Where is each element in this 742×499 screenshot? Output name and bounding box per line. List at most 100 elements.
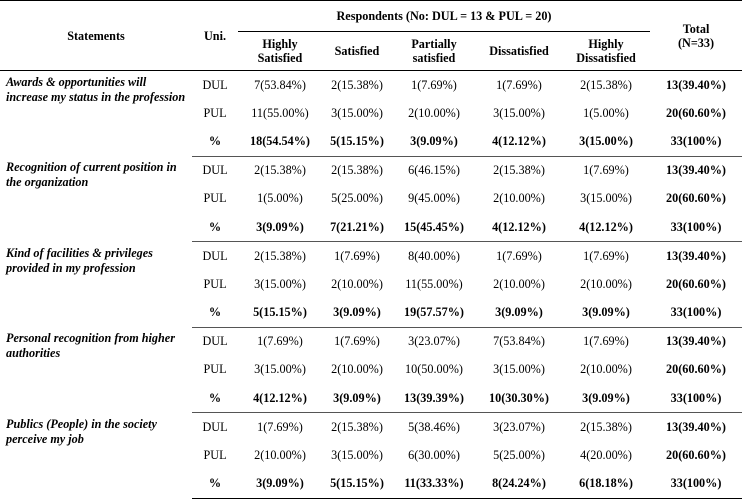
table-header: Statements Uni. Respondents (No: DUL = 1…	[0, 0, 742, 71]
value-cell: 5(38.46%)	[408, 419, 460, 434]
total-cell: 20(60.60%)	[666, 276, 726, 291]
table-row: Publics (People) in the society perceive…	[0, 413, 742, 446]
table-row: PUL 11(55.00%) 3(15.00%) 2(10.00%) 3(15.…	[0, 99, 742, 127]
total-cell: 13(39.40%)	[666, 248, 726, 263]
header-total-line1: Total	[682, 21, 710, 36]
uni-cell: DUL	[202, 163, 228, 178]
value-cell: 7(21.21%)	[322, 212, 392, 242]
header-highly-satisfied-line1: Highly	[262, 37, 298, 51]
header-highly-dissatisfied-line1: Highly	[588, 37, 624, 51]
total-cell: 13(39.40%)	[666, 163, 726, 178]
header-statements: Statements	[0, 0, 192, 71]
table-row: PUL 2(10.00%) 3(15.00%) 6(30.00%) 5(25.0…	[0, 441, 742, 469]
total-cell: 33(100%)	[650, 383, 742, 413]
header-uni: Uni.	[192, 0, 238, 71]
value-cell: 3(15.00%)	[254, 276, 306, 291]
value-cell: 5(25.00%)	[331, 191, 383, 205]
value-cell: 1(7.69%)	[583, 248, 629, 263]
value-cell: 8(40.00%)	[408, 248, 460, 263]
value-cell: 7(53.84%)	[493, 334, 545, 349]
statement-cell: Personal recognition from higher authori…	[6, 331, 175, 360]
uni-cell: DUL	[202, 334, 228, 349]
value-cell: 1(7.69%)	[257, 334, 303, 349]
value-cell: 18(54.54%)	[238, 126, 322, 157]
total-cell: 20(60.60%)	[666, 447, 726, 462]
value-cell: 2(15.38%)	[331, 77, 383, 92]
uni-cell: DUL	[202, 77, 228, 92]
total-cell: 33(100%)	[650, 126, 742, 157]
total-cell: 33(100%)	[650, 468, 742, 499]
value-cell: 8(24.24%)	[476, 468, 562, 499]
value-cell: 2(10.00%)	[493, 276, 545, 291]
table-row: % 5(15.15%) 3(9.09%) 19(57.57%) 3(9.09%)…	[0, 297, 742, 328]
value-cell: 1(7.69%)	[496, 77, 542, 92]
uni-cell: %	[192, 468, 238, 499]
header-satisfied: Satisfied	[322, 31, 392, 71]
header-total-line2: (N=33)	[677, 35, 715, 50]
value-cell: 3(9.09%)	[562, 383, 651, 413]
value-cell: 3(15.00%)	[331, 447, 383, 462]
uni-cell: PUL	[203, 191, 227, 205]
value-cell: 3(15.00%)	[493, 105, 545, 120]
uni-cell: %	[192, 297, 238, 328]
value-cell: 4(20.00%)	[580, 447, 632, 462]
total-cell: 20(60.60%)	[666, 362, 726, 376]
uni-cell: %	[192, 383, 238, 413]
value-cell: 3(23.07%)	[408, 334, 460, 349]
uni-cell: %	[192, 212, 238, 242]
uni-cell: PUL	[203, 447, 227, 462]
total-cell: 33(100%)	[650, 297, 742, 328]
table-row: Awards & opportunities will increase my …	[0, 71, 742, 104]
value-cell: 3(9.09%)	[562, 297, 651, 328]
total-cell: 13(39.40%)	[666, 77, 726, 92]
value-cell: 1(5.00%)	[583, 105, 629, 120]
header-highly-satisfied-line2: Satisfied	[257, 51, 303, 65]
value-cell: 2(15.38%)	[580, 77, 632, 92]
value-cell: 2(15.38%)	[331, 163, 383, 178]
statement-cell: Recognition of current position in the o…	[6, 160, 177, 189]
value-cell: 3(15.00%)	[580, 191, 632, 205]
uni-cell: PUL	[203, 362, 227, 376]
value-cell: 2(10.00%)	[331, 362, 383, 376]
uni-cell: %	[192, 126, 238, 157]
header-partially-line2: satisfied	[412, 51, 456, 65]
value-cell: 3(9.09%)	[322, 383, 392, 413]
header-respondents: Respondents (No: DUL = 13 & PUL = 20)	[238, 0, 651, 32]
value-cell: 3(15.00%)	[562, 126, 651, 157]
value-cell: 2(10.00%)	[580, 362, 632, 376]
value-cell: 10(50.00%)	[405, 362, 463, 376]
value-cell: 9(45.00%)	[408, 191, 460, 205]
value-cell: 11(55.00%)	[405, 276, 463, 291]
value-cell: 10(30.30%)	[476, 383, 562, 413]
value-cell: 6(46.15%)	[408, 163, 460, 178]
value-cell: 2(15.38%)	[254, 163, 306, 178]
header-total: Total (N=33)	[650, 0, 742, 71]
header-highly-dissatisfied-line2: Dissatisfied	[576, 51, 636, 65]
table-row: % 18(54.54%) 5(15.15%) 3(9.09%) 4(12.12%…	[0, 126, 742, 157]
value-cell: 1(5.00%)	[257, 191, 303, 205]
uni-cell: DUL	[202, 419, 228, 434]
statement-cell: Kind of facilities & privileges provided…	[6, 245, 153, 275]
value-cell: 2(10.00%)	[331, 276, 383, 291]
uni-cell: PUL	[203, 276, 227, 291]
value-cell: 2(10.00%)	[580, 276, 632, 291]
value-cell: 13(39.39%)	[392, 383, 476, 413]
table-row: PUL 3(15.00%) 2(10.00%) 10(50.00%) 3(15.…	[0, 355, 742, 383]
table-row: % 3(9.09%) 7(21.21%) 15(45.45%) 4(12.12%…	[0, 212, 742, 242]
value-cell: 19(57.57%)	[392, 297, 476, 328]
total-cell: 20(60.60%)	[666, 191, 726, 205]
value-cell: 2(15.38%)	[580, 419, 632, 434]
value-cell: 5(15.15%)	[322, 126, 392, 157]
value-cell: 1(7.69%)	[257, 419, 303, 434]
value-cell: 3(9.09%)	[392, 126, 476, 157]
value-cell: 3(9.09%)	[238, 468, 322, 499]
total-cell: 33(100%)	[650, 212, 742, 242]
value-cell: 1(7.69%)	[583, 334, 629, 349]
value-cell: 6(30.00%)	[408, 447, 460, 462]
value-cell: 5(15.15%)	[322, 468, 392, 499]
statement-cell: Awards & opportunities will increase my …	[6, 75, 186, 104]
value-cell: 6(18.18%)	[562, 468, 651, 499]
value-cell: 2(10.00%)	[254, 447, 306, 462]
header-highly-satisfied: Highly Satisfied	[238, 31, 322, 71]
value-cell: 11(33.33%)	[392, 468, 476, 499]
